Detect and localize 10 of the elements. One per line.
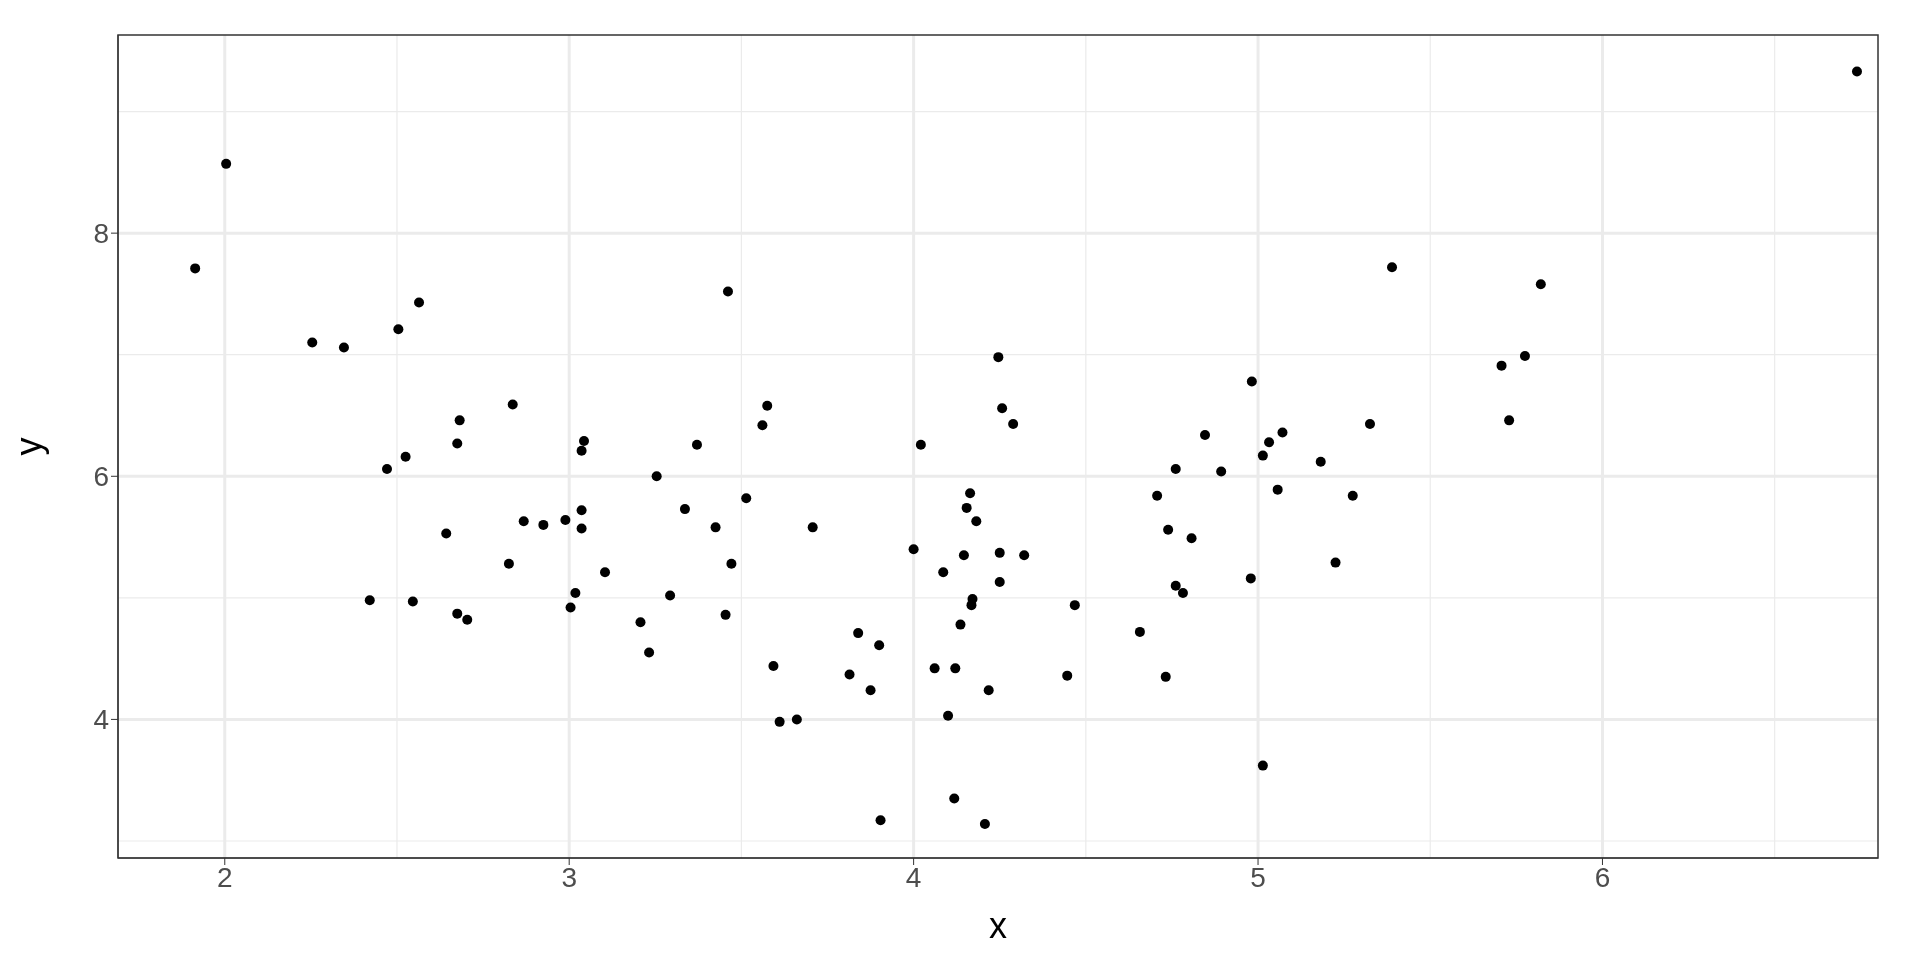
x-tick-label: 4: [905, 861, 922, 893]
y-tick-label: 4: [93, 704, 109, 736]
x-axis-title: x: [989, 905, 1007, 946]
y-axis-title: y: [7, 437, 49, 456]
x-tick-label: 2: [216, 861, 233, 893]
x-tick-label: 3: [561, 861, 577, 893]
x-tick-label: 5: [1250, 861, 1266, 893]
x-tick-label: 6: [1594, 861, 1611, 893]
y-tick-label: 6: [93, 461, 109, 493]
y-tick-label: 8: [93, 218, 109, 250]
